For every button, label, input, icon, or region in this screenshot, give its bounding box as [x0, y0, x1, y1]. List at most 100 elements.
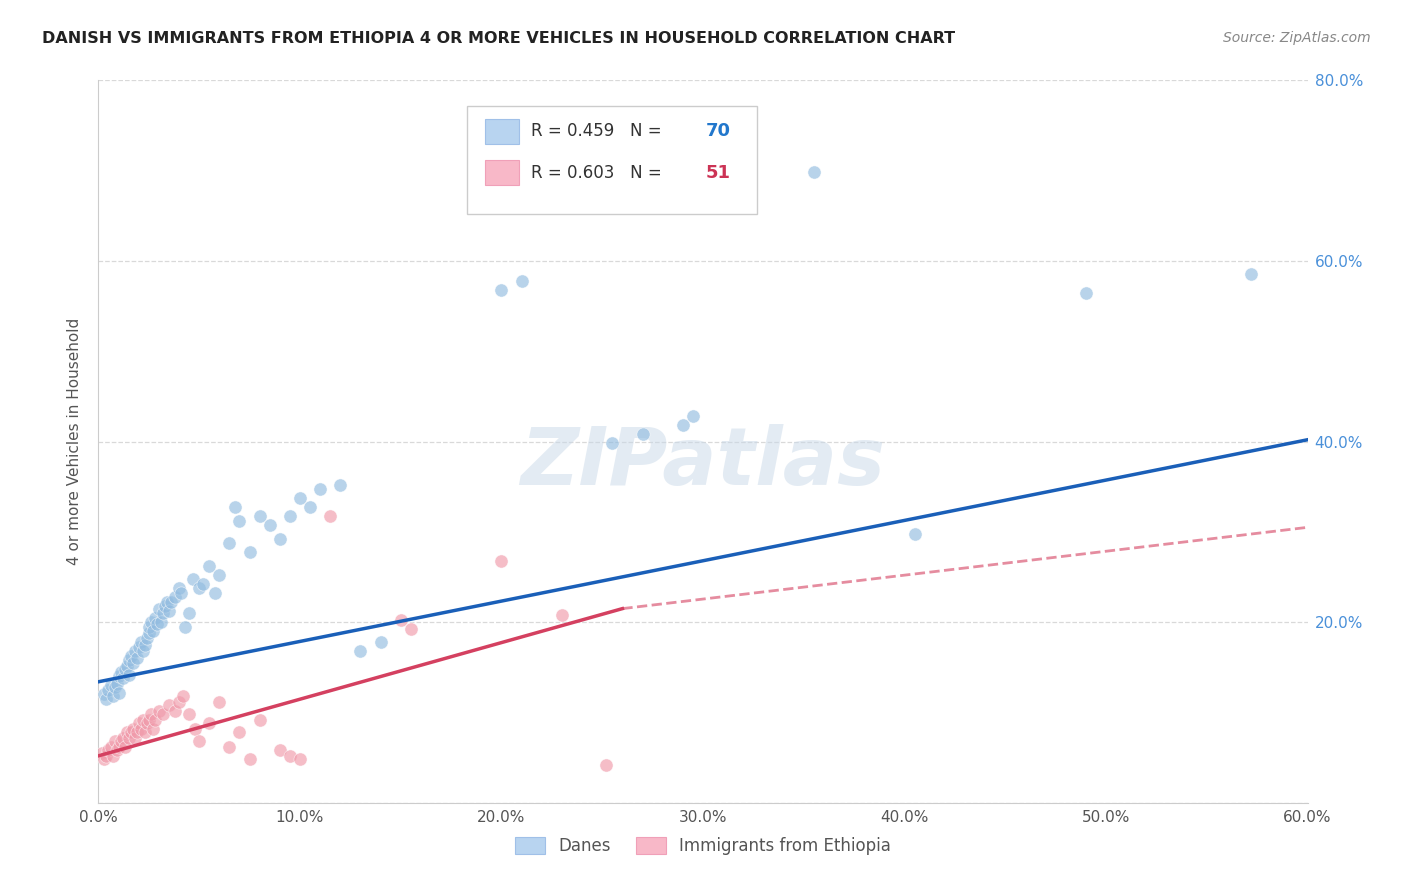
Point: [138, 626, 160, 640]
Point: [181, 572, 204, 586]
Text: 51: 51: [706, 164, 731, 182]
Point: [100, 678, 122, 692]
Point: [288, 752, 311, 766]
Point: [118, 731, 141, 745]
Point: [179, 606, 201, 620]
Point: [299, 500, 322, 514]
Point: [138, 713, 160, 727]
Point: [118, 653, 141, 667]
Point: [193, 577, 215, 591]
Point: [121, 656, 143, 670]
Point: [491, 283, 513, 297]
Point: [115, 725, 138, 739]
Point: [152, 606, 174, 620]
Point: [174, 620, 197, 634]
Point: [239, 545, 262, 559]
Point: [167, 581, 190, 595]
Point: [370, 635, 392, 649]
Point: [682, 409, 704, 424]
Point: [97, 682, 120, 697]
Point: [111, 671, 134, 685]
Point: [510, 274, 533, 288]
Point: [125, 725, 148, 739]
Point: [142, 624, 165, 639]
Point: [204, 586, 226, 600]
Point: [120, 649, 142, 664]
Point: [143, 713, 166, 727]
FancyBboxPatch shape: [485, 161, 519, 185]
Point: [904, 526, 927, 541]
Point: [143, 610, 166, 624]
Point: [188, 581, 211, 595]
Point: [148, 704, 170, 718]
Point: [132, 644, 155, 658]
Point: [101, 748, 124, 763]
Point: [179, 707, 201, 722]
Point: [134, 638, 156, 652]
Point: [157, 604, 180, 618]
Point: [249, 713, 271, 727]
Point: [114, 739, 136, 754]
Point: [111, 731, 134, 745]
Point: [491, 554, 513, 568]
Point: [602, 436, 624, 450]
Point: [96, 748, 118, 763]
Point: [114, 662, 136, 676]
Y-axis label: 4 or more Vehicles in Household: 4 or more Vehicles in Household: [66, 318, 82, 566]
Point: [228, 725, 250, 739]
Point: [278, 508, 301, 523]
Text: Source: ZipAtlas.com: Source: ZipAtlas.com: [1223, 31, 1371, 45]
Legend: Danes, Immigrants from Ethiopia: Danes, Immigrants from Ethiopia: [506, 829, 900, 863]
Point: [149, 615, 172, 630]
Point: [128, 640, 150, 655]
Point: [631, 427, 654, 442]
Point: [389, 613, 412, 627]
FancyBboxPatch shape: [467, 105, 758, 214]
Text: R = 0.459   N =: R = 0.459 N =: [531, 122, 668, 140]
Point: [128, 716, 150, 731]
Point: [198, 716, 221, 731]
Point: [110, 665, 132, 679]
Text: ZIPatlas: ZIPatlas: [520, 425, 886, 502]
Point: [184, 722, 207, 736]
Point: [198, 559, 221, 574]
Point: [672, 418, 695, 433]
Point: [135, 716, 157, 731]
Point: [228, 514, 250, 528]
Point: [803, 165, 825, 179]
Point: [224, 500, 246, 514]
Point: [309, 482, 332, 496]
Point: [1074, 285, 1097, 300]
Point: [399, 623, 422, 637]
Point: [288, 491, 311, 505]
Point: [319, 508, 342, 523]
Point: [121, 722, 143, 736]
Point: [188, 734, 211, 748]
Point: [96, 692, 118, 706]
Point: [157, 698, 180, 713]
Point: [138, 620, 160, 634]
Text: 70: 70: [706, 122, 731, 140]
Point: [218, 535, 240, 549]
Point: [142, 722, 165, 736]
Point: [153, 599, 176, 613]
Point: [129, 635, 152, 649]
Point: [239, 752, 262, 766]
Text: DANISH VS IMMIGRANTS FROM ETHIOPIA 4 OR MORE VEHICLES IN HOUSEHOLD CORRELATION C: DANISH VS IMMIGRANTS FROM ETHIOPIA 4 OR …: [42, 31, 955, 46]
Point: [105, 743, 128, 757]
Point: [329, 478, 352, 492]
Point: [115, 658, 138, 673]
Point: [93, 687, 115, 701]
Point: [91, 746, 114, 760]
Point: [103, 680, 125, 694]
Point: [163, 704, 186, 718]
Point: [208, 568, 231, 582]
Point: [135, 632, 157, 646]
Point: [134, 725, 156, 739]
Point: [107, 685, 129, 699]
Point: [259, 517, 281, 532]
Point: [124, 731, 146, 745]
Point: [167, 695, 190, 709]
Point: [269, 532, 291, 546]
Point: [1240, 268, 1263, 282]
